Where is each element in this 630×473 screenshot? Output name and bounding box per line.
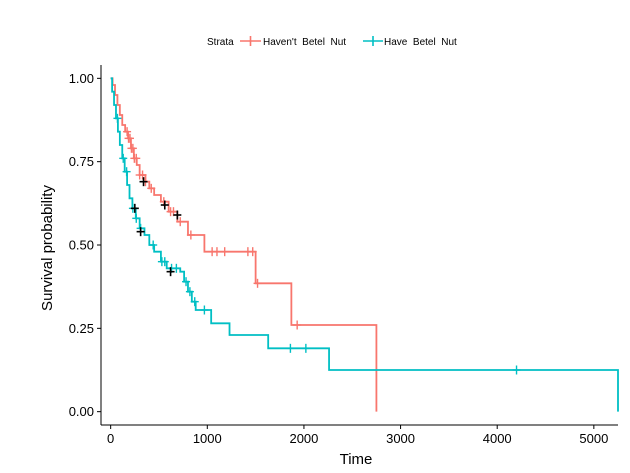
y-axis-ticks: 0.00 0.25 0.50 0.75 1.00 [69, 71, 101, 419]
series-1 [110, 77, 619, 412]
series-layer [110, 77, 619, 412]
y-tick-label: 0.00 [69, 404, 94, 419]
x-axis-ticks: 0 1000 2000 3000 4000 5000 [107, 425, 608, 446]
y-axis-title: Survival probability [39, 185, 56, 311]
survival-curve [110, 77, 619, 412]
highlight-censor-layer [130, 177, 182, 277]
y-tick-label: 1.00 [69, 71, 94, 86]
legend-key-havent [240, 36, 261, 46]
series-0 [110, 77, 378, 412]
y-tick-label: 0.50 [69, 238, 94, 253]
x-tick-label: 1000 [193, 431, 222, 446]
y-tick-label: 0.25 [69, 321, 94, 336]
legend-key-have [363, 36, 383, 46]
legend-label-have: Have Betel Nut [384, 37, 457, 48]
x-tick-label: 4000 [483, 431, 512, 446]
y-tick-label: 0.75 [69, 154, 94, 169]
legend: Strata Haven't Betel Nut Have Betel Nut [207, 36, 457, 48]
legend-title: Strata [207, 37, 234, 48]
x-tick-label: 2000 [289, 431, 318, 446]
x-tick-label: 5000 [579, 431, 608, 446]
x-axis-title: Time [340, 451, 373, 468]
x-tick-label: 0 [107, 431, 114, 446]
legend-label-havent: Haven't Betel Nut [263, 37, 346, 48]
x-tick-label: 3000 [386, 431, 415, 446]
